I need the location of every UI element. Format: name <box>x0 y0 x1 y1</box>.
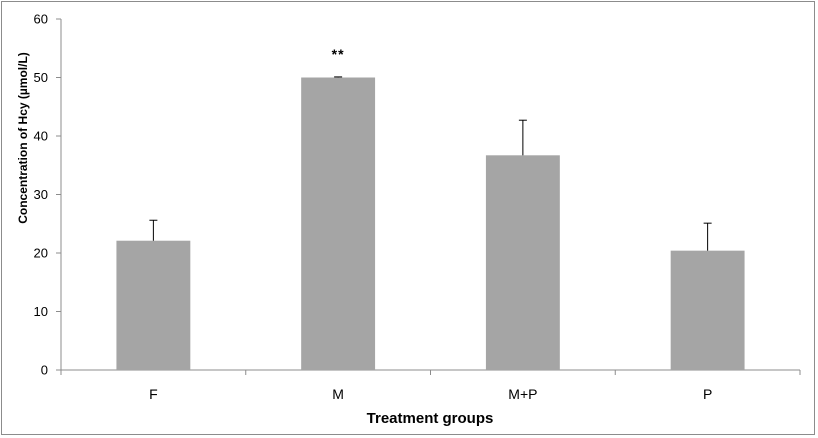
x-axis: F M M+P P <box>60 369 801 402</box>
significance-marker: ** <box>332 46 345 62</box>
bar-F <box>116 240 191 370</box>
annotations: ** <box>332 46 345 62</box>
error-bars <box>149 76 712 251</box>
y-axis-title: Concentration of Hcy (µmol/L) <box>16 52 30 224</box>
y-tick-label: 40 <box>34 129 48 144</box>
y-tick-label: 30 <box>34 187 48 202</box>
bar-series <box>116 77 745 370</box>
x-tick-label: M+P <box>508 386 537 402</box>
y-tick-label: 60 <box>34 12 48 27</box>
x-tick-label: F <box>149 386 158 402</box>
bar-M+P <box>485 155 560 370</box>
y-tick-label: 50 <box>34 70 48 85</box>
y-tick-label: 20 <box>34 246 48 261</box>
y-axis: 0 10 20 30 40 50 60 <box>34 12 62 378</box>
y-tick-label: 0 <box>41 363 48 378</box>
y-tick-label: 10 <box>34 304 48 319</box>
bar-P <box>670 250 745 370</box>
bar-M <box>301 77 376 370</box>
x-tick-label: M <box>332 386 344 402</box>
x-axis-title: Treatment groups <box>367 410 494 427</box>
x-tick-label: P <box>703 386 712 402</box>
